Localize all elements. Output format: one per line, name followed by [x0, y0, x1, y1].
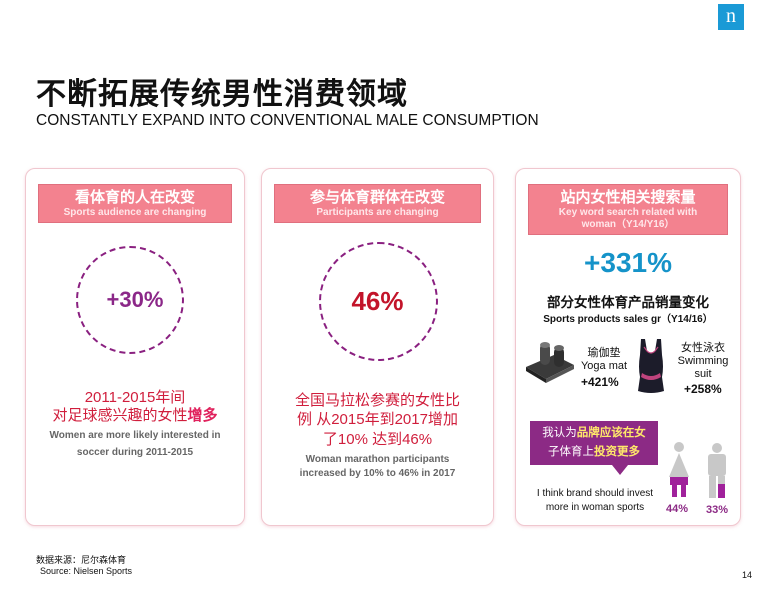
- men-percent: 33%: [706, 504, 729, 516]
- products-subtitle-en: Sports products sales gr（Y14/16）: [543, 314, 713, 325]
- card-header: 参与体育群体在改变 Participants are changing: [274, 184, 481, 223]
- card-header-cn: 看体育的人在改变: [74, 189, 195, 206]
- search-value: +331%: [584, 247, 672, 278]
- dashed-circle: [76, 246, 184, 354]
- audience-text-cn-1: 2011-2015年间: [84, 389, 186, 406]
- card-header: 看体育的人在改变 Sports audience are changing: [38, 184, 232, 223]
- participants-text-cn-1: 全国马拉松参赛的女性比: [294, 392, 460, 409]
- callout-pointer: [612, 465, 628, 475]
- source-en: Source: Nielsen Sports: [40, 566, 133, 576]
- participants-text-cn-3: 了10% 达到46%: [322, 431, 433, 448]
- audience-value: +30%: [106, 287, 164, 312]
- invest-text-2: more in woman sports: [545, 502, 645, 513]
- invest-text-1: I think brand should invest: [536, 488, 654, 499]
- opinion-callout: 我认为品牌应该在女 子体育上投资更多: [530, 421, 658, 465]
- man-icon: [708, 443, 726, 498]
- yoga-mat-label: 瑜伽垫 Yoga mat: [576, 347, 632, 373]
- card-header-en-1: Key word search related with: [558, 207, 698, 218]
- card-sports-audience: 看体育的人在改变 Sports audience are changing +3…: [25, 168, 245, 526]
- page-number: 14: [742, 570, 753, 580]
- card-search-volume: 站内女性相关搜索量 Key word search related with w…: [515, 168, 741, 526]
- audience-text-cn-2b: 增多: [187, 407, 218, 424]
- card-header-en-2: woman（Y14/Y16）: [581, 219, 675, 230]
- card-header-en: Participants are changing: [316, 207, 439, 218]
- card-header-cn: 参与体育群体在改变: [309, 189, 445, 206]
- participants-text-en-1: Woman marathon participants: [305, 454, 450, 465]
- nielsen-logo: n: [718, 4, 744, 30]
- card-header-cn: 站内女性相关搜索量: [560, 189, 696, 206]
- swimsuit-label: 女性泳衣 Swimming suit: [671, 342, 735, 381]
- page-title-cn: 不断拓展传统男性消费领域: [36, 78, 408, 111]
- yoga-mat-name-cn: 瑜伽垫: [587, 347, 621, 359]
- callout-text-1b: 品牌应该在女: [576, 427, 646, 439]
- participants-value: 46%: [351, 286, 404, 316]
- swimsuit-name-en-1: Swimming: [677, 355, 729, 367]
- audience-text-en-2: soccer during 2011-2015: [76, 447, 194, 458]
- card-header: 站内女性相关搜索量 Key word search related with w…: [528, 184, 728, 235]
- page-title-en: CONSTANTLY EXPAND INTO CONVENTIONAL MALE…: [36, 112, 539, 129]
- swimsuit-icon: [638, 339, 664, 393]
- audience-text-cn-2: 对足球感兴趣的女性增多: [26, 407, 244, 425]
- women-percent: 44%: [666, 503, 689, 515]
- swimsuit-value: +258%: [684, 382, 722, 396]
- callout-text-1a: 我认为: [542, 427, 577, 439]
- woman-icon: [669, 442, 689, 497]
- audience-text-cn-2a: 对足球感兴趣的女性: [52, 407, 188, 424]
- participants-text-en-2: increased by 10% to 46% in 2017: [299, 468, 456, 479]
- yoga-mat-value: +421%: [581, 375, 619, 389]
- audience-text-en-1: Women are more likely interested in: [49, 430, 221, 441]
- yoga-mat-name-en: Yoga mat: [580, 360, 628, 372]
- callout-text-2b: 投资更多: [594, 446, 640, 458]
- yoga-mat-icon: [526, 342, 574, 383]
- source-cn: 数据来源：尼尔森体育: [36, 555, 127, 565]
- products-subtitle-cn: 部分女性体育产品销量变化: [547, 295, 709, 310]
- swimsuit-name-en-2: suit: [694, 368, 712, 380]
- callout-text-2a: 子体育上: [548, 446, 594, 458]
- participants-text-cn-2: 例 从2015年到2017增加: [297, 411, 458, 428]
- card-participants: 参与体育群体在改变 Participants are changing 46% …: [261, 168, 494, 526]
- swimsuit-name-cn: 女性泳衣: [681, 342, 725, 354]
- invest-text: I think brand should invest more in woma…: [520, 487, 670, 515]
- card-header-en: Sports audience are changing: [63, 207, 207, 218]
- dashed-circle: [319, 242, 438, 361]
